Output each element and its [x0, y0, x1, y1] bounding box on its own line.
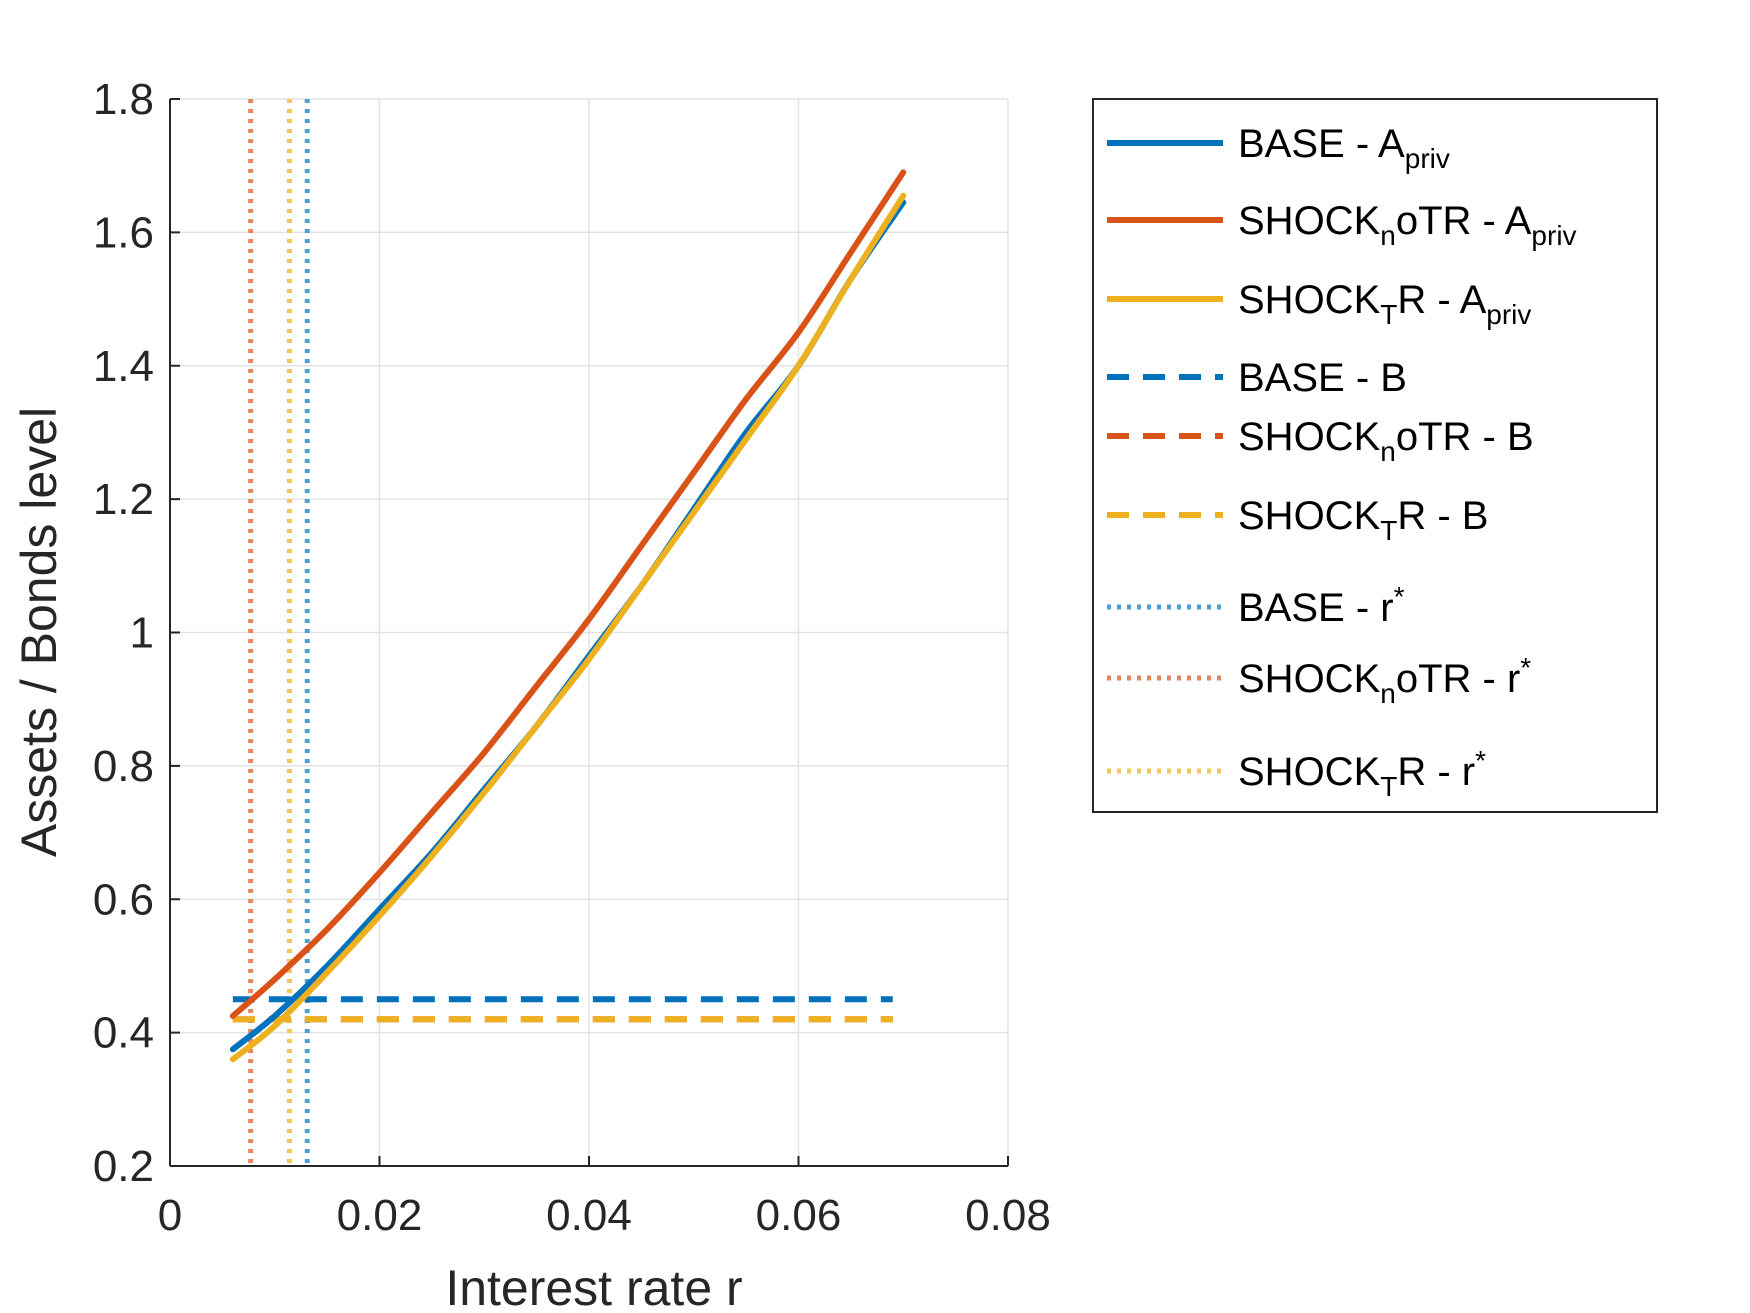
y-tick-label-6: 1.4 — [93, 342, 154, 391]
y-tick-label-0: 0.2 — [93, 1142, 154, 1191]
legend-label-1: SHOCKnoTR - Apriv — [1238, 199, 1577, 251]
x-tick-label-0: 0 — [158, 1191, 182, 1240]
legend-label-0: BASE - Apriv — [1238, 122, 1450, 174]
legend-label-8: SHOCKTR - r* — [1238, 745, 1486, 803]
legend: BASE - Apriv SHOCKnoTR - Apriv SHOCKTR - A… — [1092, 98, 1658, 813]
x-tick-label-2: 0.04 — [546, 1191, 632, 1240]
y-tick-label-7: 1.6 — [93, 208, 154, 257]
x-tick-label-3: 0.06 — [756, 1191, 842, 1240]
legend-label-7: SHOCKnoTR - r* — [1238, 652, 1531, 710]
legend-label-5: SHOCKTR - B — [1238, 494, 1488, 546]
y-tick-label-5: 1.2 — [93, 475, 154, 524]
series-layer — [229, 99, 907, 1166]
ticks: 0 0.02 0.04 0.06 0.08 0.2 0.4 0.6 0.8 1 1.2 1.4 1.6 1… — [93, 75, 1051, 1240]
legend-label-3: BASE - B — [1238, 356, 1407, 400]
y-tick-label-4: 1 — [130, 609, 154, 658]
x-tick-label-4: 0.08 — [965, 1191, 1051, 1240]
legend-label-6: BASE - r* — [1238, 581, 1405, 630]
y-tick-label-2: 0.6 — [93, 875, 154, 924]
x-tick-label-1: 0.02 — [337, 1191, 423, 1240]
y-tick-label-3: 0.8 — [93, 742, 154, 791]
series-1-line — [229, 169, 907, 1019]
y-tick-label-8: 1.8 — [93, 75, 154, 124]
legend-label-2: SHOCKTR - Apriv — [1238, 278, 1531, 330]
y-tick-label-1: 0.4 — [93, 1009, 154, 1058]
y-axis-label: Assets / Bonds level — [11, 407, 67, 857]
series-2-line — [229, 192, 907, 1063]
legend-label-4: SHOCKnoTR - B — [1238, 415, 1534, 467]
x-axis-label: Interest rate r — [445, 1260, 742, 1313]
